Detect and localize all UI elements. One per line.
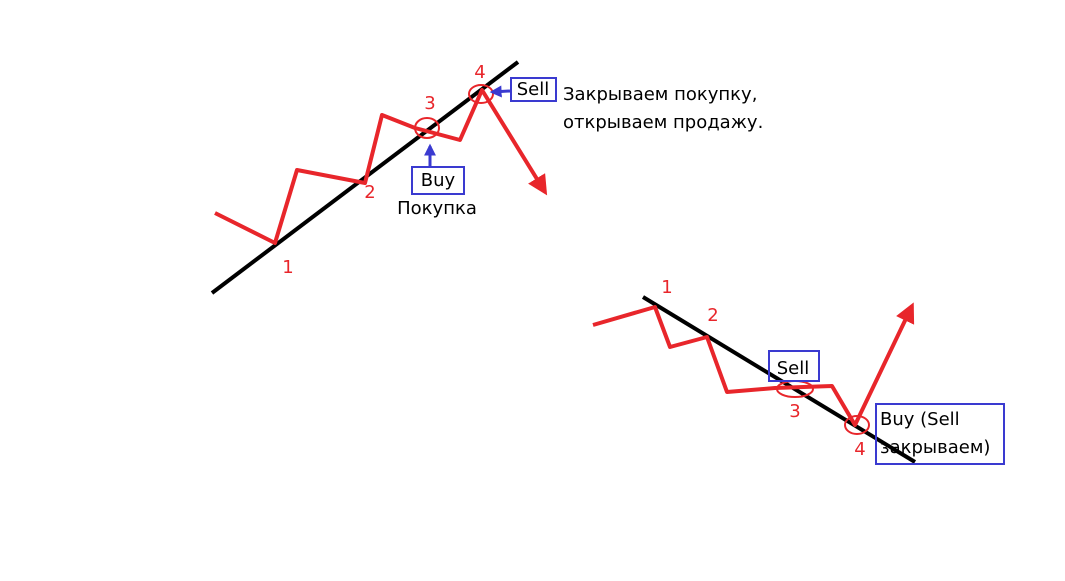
- sell-note: открываем продажу.: [563, 112, 763, 133]
- sell-box: [768, 350, 820, 382]
- trend-line: [641, 295, 917, 464]
- buy-note: Покупка: [397, 198, 477, 219]
- point-label: 1: [661, 277, 672, 298]
- sell-label: Sell: [777, 358, 810, 379]
- buy-label: Buy (Sell: [880, 409, 960, 430]
- point-label: 3: [789, 401, 800, 422]
- buy-box: [411, 166, 465, 195]
- sell-label: Sell: [517, 79, 550, 100]
- point-label: 1: [282, 257, 293, 278]
- point-label: 4: [474, 62, 485, 83]
- entry-circle: [414, 117, 440, 139]
- point-label: 4: [854, 439, 865, 460]
- point-label: 2: [364, 182, 375, 203]
- sell-arrow: [489, 85, 511, 98]
- sell-box: [510, 77, 557, 102]
- exit-circle: [844, 415, 870, 435]
- price-path: [592, 302, 915, 427]
- price-path: [214, 88, 548, 245]
- sell-note: Закрываем покупку,: [563, 84, 757, 105]
- buy-label: Buy: [421, 170, 456, 191]
- point-label: 3: [424, 93, 435, 114]
- point-label: 2: [707, 305, 718, 326]
- buy-label: закрываем): [880, 437, 990, 458]
- buy-box: [875, 403, 1005, 465]
